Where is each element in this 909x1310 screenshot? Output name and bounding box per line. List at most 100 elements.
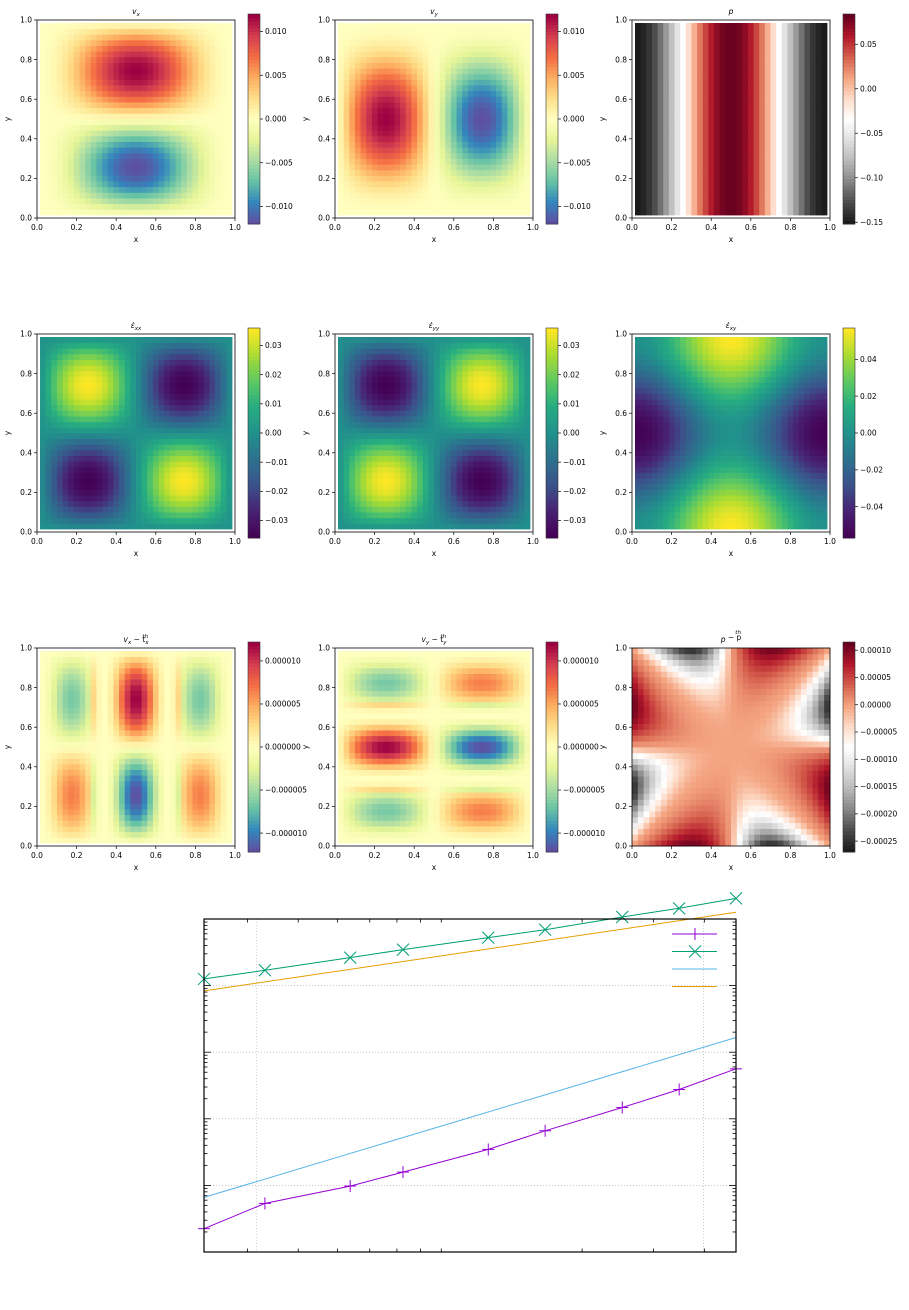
heatmap-cell — [107, 365, 114, 372]
heatmap-cell — [400, 192, 407, 199]
heatmap-cell — [343, 107, 350, 114]
heatmap-cell — [490, 113, 497, 120]
heatmap-cell — [479, 23, 486, 30]
heatmap-cell — [141, 62, 148, 69]
heatmap-cell — [731, 192, 738, 199]
heatmap-cell — [45, 73, 52, 80]
heatmap-cell — [209, 472, 216, 479]
heatmap-cell — [753, 164, 760, 171]
heatmap-cell — [781, 169, 788, 176]
heatmap-cell — [450, 107, 457, 114]
heatmap-cell — [45, 169, 52, 176]
heatmap-cell — [136, 370, 143, 377]
heatmap-cell — [136, 34, 143, 41]
heatmap-cell — [85, 85, 92, 92]
heatmap-cell — [102, 382, 109, 389]
heatmap-cell — [680, 39, 687, 46]
x-tick-label: 0.8 — [189, 223, 201, 232]
heatmap-cell — [450, 45, 457, 52]
heatmap-cell — [79, 393, 86, 400]
heatmap-cell — [646, 135, 653, 142]
y-tick-label: 0.6 — [20, 95, 32, 104]
heatmap-cell — [102, 158, 109, 165]
heatmap-cell — [215, 523, 222, 530]
heatmap-cell — [220, 181, 227, 188]
heatmap-cell — [51, 455, 58, 462]
colorbar-step — [248, 73, 260, 78]
heatmap-cell — [215, 365, 222, 372]
heatmap-cell — [731, 79, 738, 86]
heatmap-cell — [422, 130, 429, 137]
heatmap-cell — [124, 203, 131, 210]
heatmap-cell — [371, 198, 378, 205]
heatmap-cell — [417, 186, 424, 193]
heatmap-cell — [113, 478, 120, 485]
heatmap-cell — [524, 51, 531, 58]
heatmap-cell — [366, 28, 373, 35]
heatmap-cell — [450, 192, 457, 199]
heatmap-cell — [668, 113, 675, 120]
heatmap-cell — [158, 461, 165, 468]
heatmap-cell — [56, 523, 63, 530]
heatmap-cell — [169, 478, 176, 485]
heatmap-cell — [152, 399, 159, 406]
heatmap-cell — [40, 34, 47, 41]
heatmap-cell — [651, 102, 658, 109]
heatmap-cell — [45, 192, 52, 199]
heatmap-cell — [45, 56, 52, 63]
heatmap-cell — [113, 56, 120, 63]
heatmap-cell — [209, 348, 216, 355]
heatmap-cell — [68, 461, 75, 468]
heatmap-cell — [124, 416, 131, 423]
heatmap-cell — [124, 517, 131, 524]
heatmap-cell — [646, 39, 653, 46]
heatmap-cell — [56, 427, 63, 434]
heatmap-cell — [674, 73, 681, 80]
heatmap-cell — [192, 209, 199, 216]
heatmap-cell — [192, 102, 199, 109]
heatmap-cell — [371, 62, 378, 69]
heatmap-cell — [119, 495, 126, 502]
heatmap-cell — [674, 147, 681, 154]
heatmap-cell — [226, 483, 233, 490]
heatmap-cell — [473, 23, 480, 30]
heatmap-cell — [338, 135, 345, 142]
heatmap-cell — [405, 85, 412, 92]
heatmap-cell — [192, 107, 199, 114]
colorbar-step — [546, 112, 558, 116]
heatmap-cell — [186, 68, 193, 75]
heatmap-cell — [467, 34, 474, 41]
heatmap-cell — [810, 169, 817, 176]
heatmap-cell — [79, 68, 86, 75]
heatmap-cell — [192, 421, 199, 428]
heatmap-cell — [51, 438, 58, 445]
heatmap-cell — [181, 393, 188, 400]
heatmap-cell — [220, 483, 227, 490]
heatmap-cell — [141, 506, 148, 513]
heatmap-cell — [215, 387, 222, 394]
heatmap-cell — [377, 85, 384, 92]
heatmap-cell — [102, 348, 109, 355]
heatmap-cell — [136, 39, 143, 46]
heatmap-cell — [484, 107, 491, 114]
heatmap-cell — [186, 404, 193, 411]
heatmap-cell — [45, 466, 52, 473]
colorbar-step — [843, 133, 855, 137]
heatmap-cell — [770, 107, 777, 114]
heatmap-cell — [192, 85, 199, 92]
heatmap-cell — [366, 73, 373, 80]
heatmap-cell — [73, 175, 80, 182]
heatmap-cell — [198, 135, 205, 142]
heatmap-cell — [349, 181, 356, 188]
heatmap-cell — [400, 124, 407, 131]
heatmap-cell — [215, 455, 222, 462]
heatmap-cell — [635, 186, 642, 193]
colorbar-step — [248, 175, 260, 179]
heatmap-cell — [484, 147, 491, 154]
heatmap-cell — [507, 158, 514, 165]
heatmap-cell — [377, 90, 384, 97]
heatmap-cell — [192, 164, 199, 171]
heatmap-cell — [484, 62, 491, 69]
heatmap-cell — [411, 56, 418, 63]
heatmap-cell — [158, 495, 165, 502]
